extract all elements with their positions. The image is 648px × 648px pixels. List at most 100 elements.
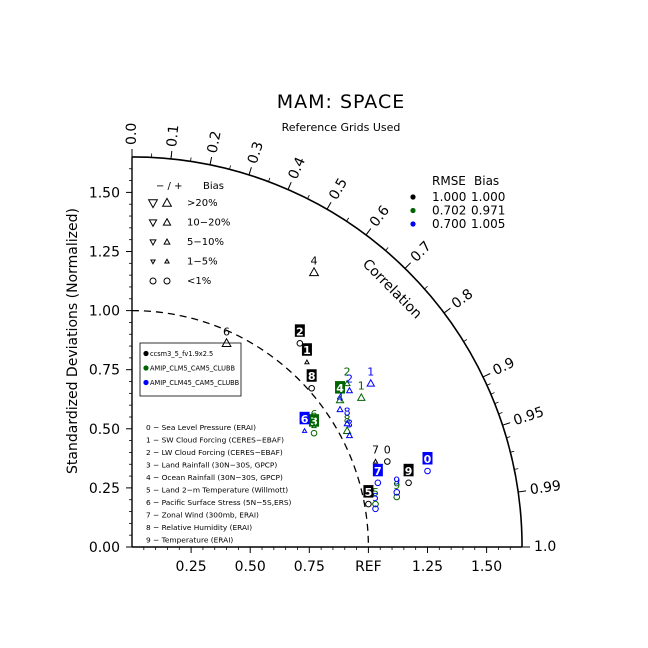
data-point-group: 1 xyxy=(301,343,312,365)
data-point-group: 4 xyxy=(308,254,320,277)
data-point-label: 8 xyxy=(344,406,351,419)
data-point-label: 9 xyxy=(393,474,400,487)
bias-legend-sign: − / + xyxy=(156,181,182,192)
bias-legend-up-marker xyxy=(162,217,172,226)
variable-legend-item: 7 − Zonal Wind (300mb, ERAI) xyxy=(146,511,259,520)
bias-legend-label: 1−5% xyxy=(187,257,218,268)
corr-minor-tick xyxy=(514,468,519,470)
reference-arc xyxy=(131,309,370,548)
data-point-marker xyxy=(303,359,310,365)
y-tick-label: 1.25 xyxy=(89,245,120,261)
data-point-label: 2 xyxy=(344,366,351,379)
data-point-marker xyxy=(308,384,315,392)
corr-minor-tick xyxy=(506,436,511,439)
data-point-label: 1 xyxy=(303,344,311,357)
bias-legend-up-marker xyxy=(164,258,170,264)
data-point-marker xyxy=(343,379,351,387)
variable-legend-item: 0 − Sea Level Pressure (ERAI) xyxy=(146,423,256,432)
data-point-group: 1 xyxy=(366,366,376,387)
data-point-label-box xyxy=(363,485,374,498)
data-point-label-box xyxy=(299,411,310,425)
axes-group: 0.000.250.500.751.001.251.500.25 0.50 0.75… xyxy=(89,156,523,575)
bias-legend-label: <1% xyxy=(187,276,211,287)
data-point-label: 1 xyxy=(367,366,374,379)
corr-minor-tick xyxy=(385,247,389,251)
x-tick-label: 0.25 xyxy=(176,559,207,575)
corr-minor-tick xyxy=(494,401,499,405)
data-point-marker xyxy=(335,395,345,404)
variable-legend-item: 3 − Land Rainfall (30N−30S, GPCP) xyxy=(146,461,277,470)
data-point-label: 5 xyxy=(372,491,379,504)
x-tick-label: 0.50 xyxy=(235,559,266,575)
corr-tick xyxy=(248,167,252,176)
stats-legend-bias-header: Bias xyxy=(474,174,499,188)
data-point-group: 0 xyxy=(422,451,433,475)
data-point-label: 6 xyxy=(311,408,318,421)
data-point-label: 4 xyxy=(336,382,344,395)
y-tick-label: 0.75 xyxy=(89,363,120,379)
data-point-group: 2 xyxy=(345,373,354,394)
bias-legend-circle-marker xyxy=(163,277,171,285)
series-legend-box xyxy=(139,342,242,397)
corr-tick xyxy=(404,262,411,269)
corr-minor-tick xyxy=(498,412,503,415)
series-legend-dot xyxy=(143,379,149,386)
variable-legend: 0 − Sea Level Pressure (ERAI) 1 − SW Clou… xyxy=(146,423,292,545)
corr-minor-tick xyxy=(346,217,350,222)
bias-legend-label: 5−10% xyxy=(187,237,224,248)
ref-label: REF xyxy=(355,559,382,575)
data-point-group: 7 xyxy=(372,444,379,464)
variable-legend-item: 5 − Land 2−m Temperature (Willmott) xyxy=(146,486,288,495)
stats-legend-bias: 1.005 xyxy=(471,217,505,231)
y-tick-label: 0.25 xyxy=(89,481,120,497)
data-point-marker xyxy=(345,431,354,439)
chart-title: MAM: SPACE xyxy=(277,91,405,113)
x-tick-label: 1.25 xyxy=(412,559,443,575)
series-legend-label: ccsm3_5_fv1.9x2.5 xyxy=(150,350,213,358)
data-point-group: 6 xyxy=(221,325,232,348)
corr-tick-label: 0.6 xyxy=(367,203,393,230)
data-point-marker xyxy=(374,479,382,487)
data-point-marker xyxy=(393,493,401,501)
data-point-label: 5 xyxy=(372,486,379,499)
bias-legend-label: >20% xyxy=(187,198,218,209)
data-point-group: 1 xyxy=(356,380,366,401)
y-axis-label: Standardized Deviations (Normalized) xyxy=(65,208,81,474)
data-point-label-box xyxy=(403,463,414,477)
data-point-marker xyxy=(405,479,412,487)
x-tick-label: 0.75 xyxy=(294,559,325,575)
stats-legend-rmse: 0.702 xyxy=(432,204,466,218)
series-legend-label: AMIP_CLM45_CAM5_CLUBB xyxy=(150,379,240,387)
data-point-group: 0 xyxy=(384,444,391,465)
y-tick-label: 1.00 xyxy=(89,304,120,320)
data-point-group: 5 xyxy=(363,485,374,508)
data-point-marker xyxy=(342,425,352,434)
corr-tick xyxy=(482,373,491,378)
corr-minor-tick xyxy=(307,194,310,199)
data-point-marker xyxy=(356,392,366,401)
data-point-label-box xyxy=(294,324,305,337)
data-point-marker xyxy=(296,340,304,347)
corr-tick-label: 0.3 xyxy=(245,140,267,166)
bias-legend-up-marker xyxy=(163,237,171,245)
bias-legend-down-marker xyxy=(147,199,159,209)
data-point-group: 8 xyxy=(343,406,351,427)
stats-legend-bias: 0.971 xyxy=(471,204,505,218)
y-tick-label: 0.50 xyxy=(89,422,120,438)
corr-tick-label: 1.0 xyxy=(534,539,556,555)
corr-minor-tick xyxy=(424,286,428,290)
data-point-group: 6 xyxy=(311,408,318,429)
variable-legend-item: 2 − LW Cloud Forcing (CERES−EBAF) xyxy=(146,448,283,457)
corr-minor-tick xyxy=(190,157,192,162)
corr-tick-label: 0.9 xyxy=(490,355,517,379)
data-point-label: 7 xyxy=(372,444,379,457)
data-point-marker xyxy=(372,458,379,464)
data-point-group: 8 xyxy=(342,413,352,434)
data-point-marker xyxy=(372,505,379,513)
corr-minor-tick xyxy=(510,450,515,453)
series-legend: ccsm3_5_fv1.9x2.5 AMIP_CLM5_CAM5_CLUBB AMI… xyxy=(139,342,242,397)
data-point-marker xyxy=(372,500,379,508)
data-point-group: 4 xyxy=(336,392,344,413)
data-point-label: 9 xyxy=(393,479,400,492)
